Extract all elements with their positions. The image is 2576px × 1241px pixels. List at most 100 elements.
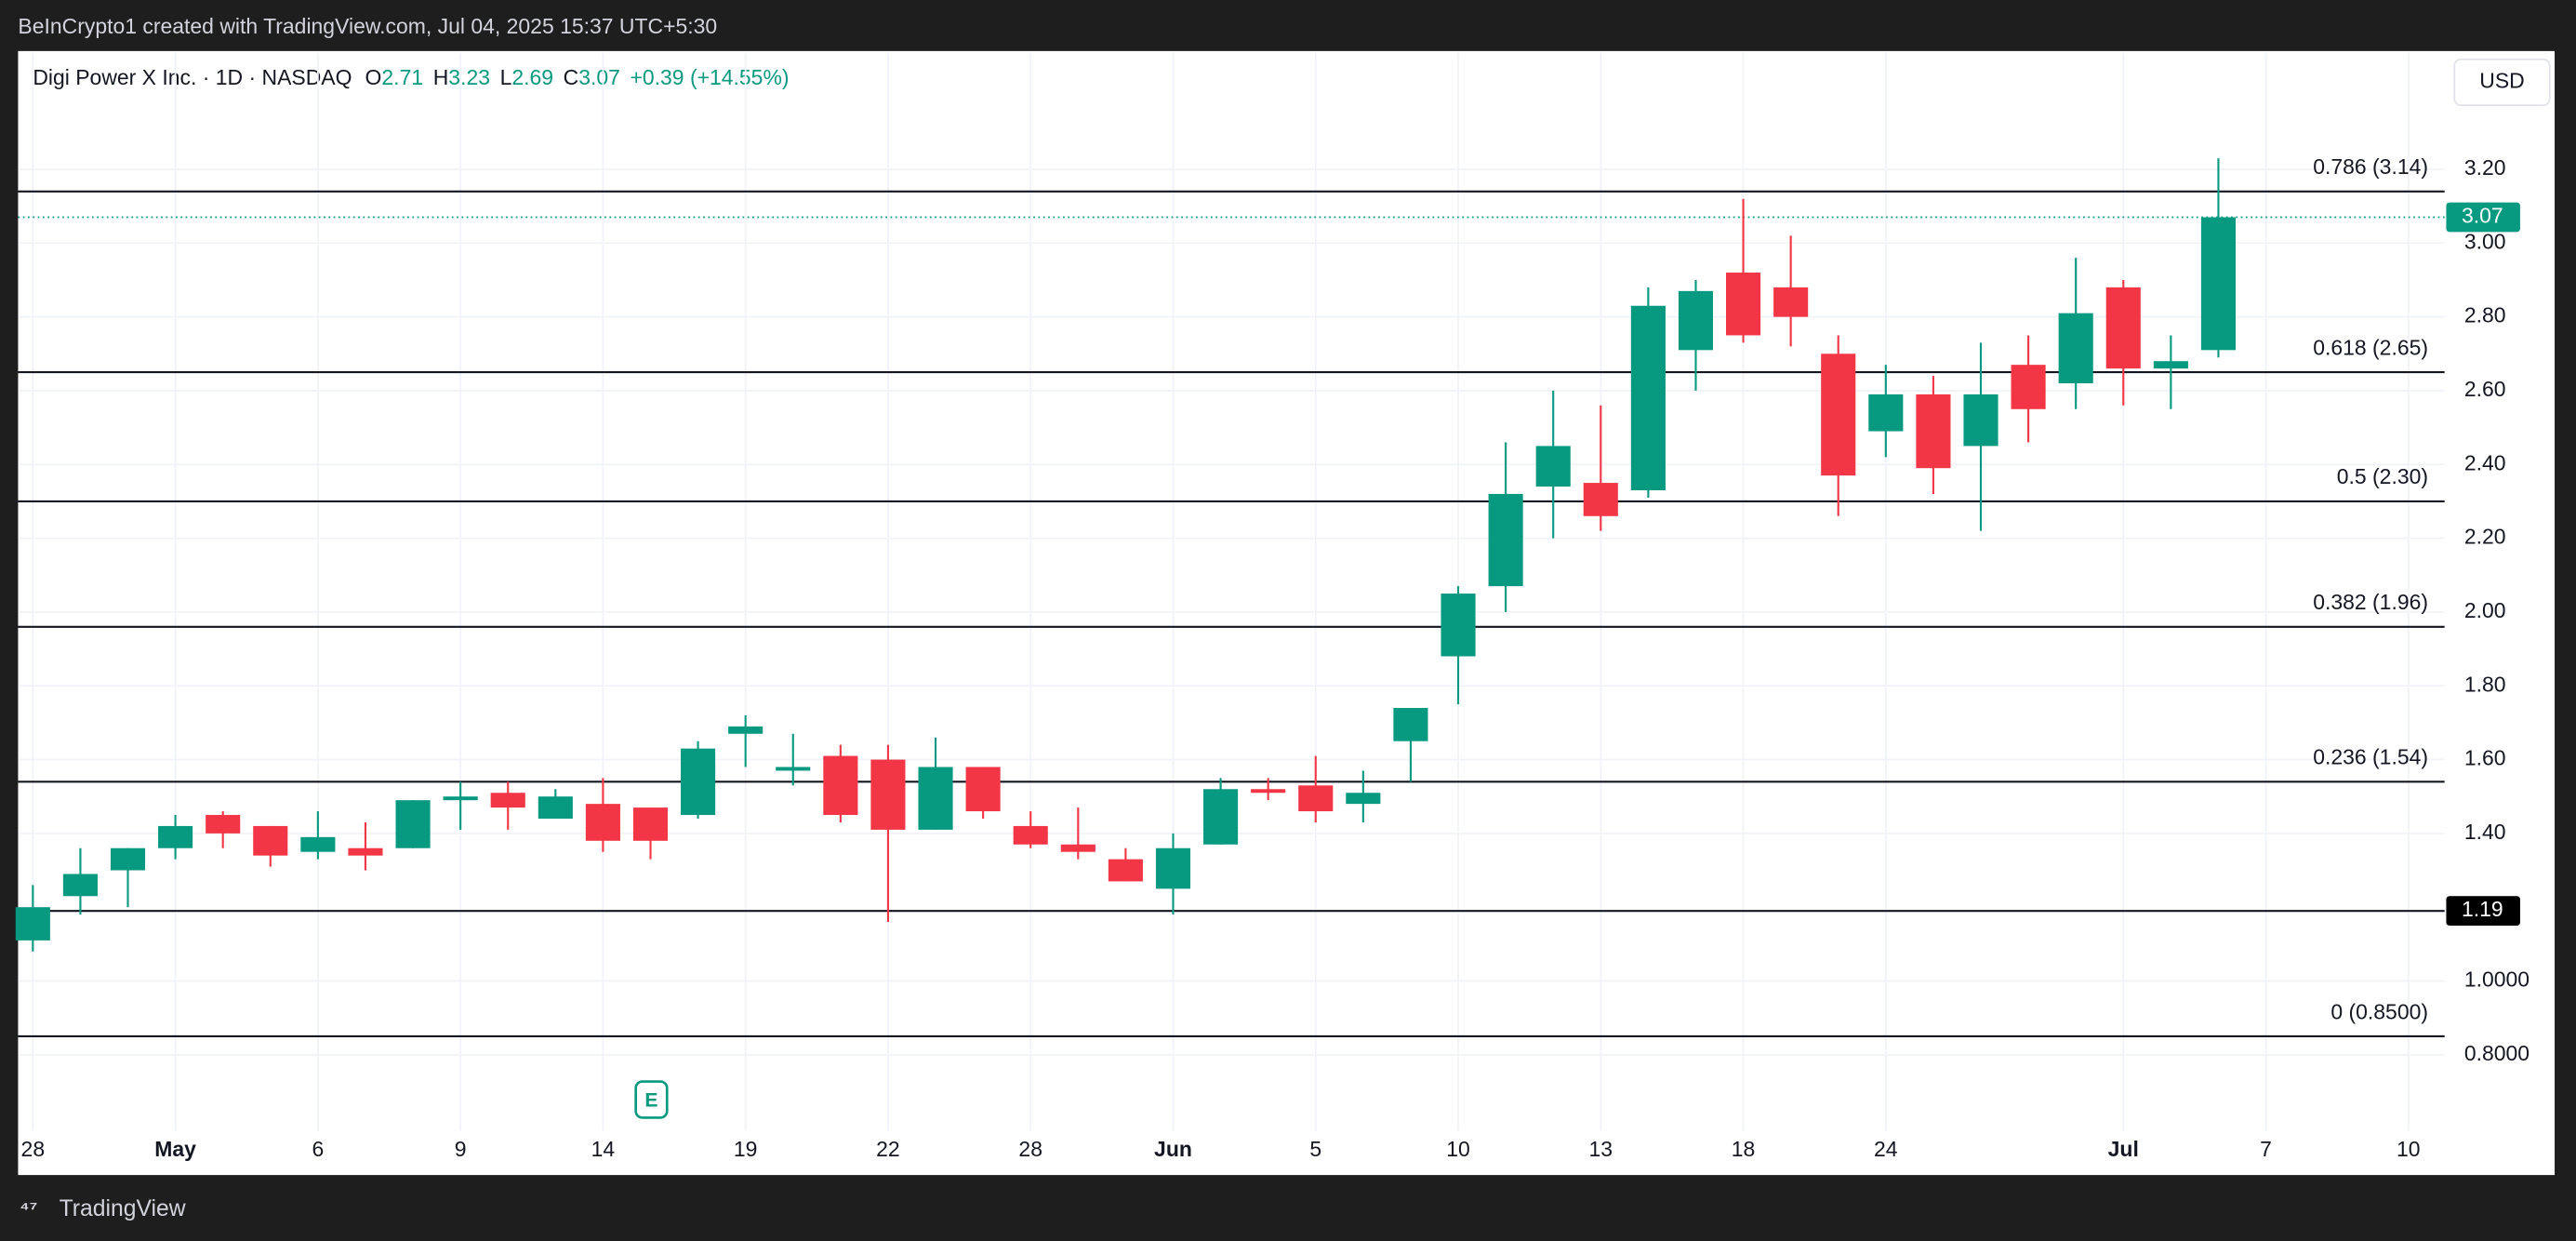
attribution: BeInCrypto1 created with TradingView.com… xyxy=(18,14,717,38)
y-tick-label: 1.80 xyxy=(2464,672,2506,696)
x-tick-label: 7 xyxy=(2260,1137,2272,1161)
candle-body xyxy=(918,767,953,830)
candle-body xyxy=(1868,394,1904,432)
candle-body xyxy=(253,825,288,856)
x-tick-label: 13 xyxy=(1589,1137,1613,1161)
legend-label: O xyxy=(365,65,382,89)
y-tick-label: 1.0000 xyxy=(2464,967,2530,992)
x-tick-label: 19 xyxy=(734,1137,758,1161)
earnings-marker[interactable] xyxy=(634,1080,669,1119)
candle-body xyxy=(776,767,811,771)
x-tick-label: Jul xyxy=(2108,1137,2139,1161)
candle-body xyxy=(1155,847,1191,889)
legend-label: H xyxy=(433,65,449,89)
candle-body xyxy=(1963,394,1998,447)
candle-body xyxy=(2105,287,2141,369)
chart-title: Digi Power X Inc. · 1D · NASDAQ xyxy=(33,65,352,89)
candle-body xyxy=(300,836,336,852)
legend-change: +0.39 (+14.55%) xyxy=(631,65,790,89)
legend-label: C xyxy=(564,65,579,89)
y-tick-label: 2.80 xyxy=(2464,303,2506,327)
y-tick-label: 0.8000 xyxy=(2464,1041,2530,1065)
earnings-label: E xyxy=(644,1089,657,1111)
candle-body xyxy=(2153,361,2188,369)
candle-body xyxy=(585,804,620,841)
candle-body xyxy=(1251,789,1286,794)
x-tick-label: 6 xyxy=(312,1137,324,1161)
currency-label: USD xyxy=(2479,69,2524,93)
x-tick-label: 10 xyxy=(1446,1137,1470,1161)
x-tick-label: May xyxy=(154,1137,196,1161)
x-tick-label: 22 xyxy=(876,1137,900,1161)
candle-body xyxy=(1108,859,1143,882)
support-label: 1.19 xyxy=(2462,897,2503,921)
candle-body xyxy=(1916,394,1951,469)
y-tick-label: 2.60 xyxy=(2464,377,2506,401)
candle-body xyxy=(2011,365,2046,409)
candle-body xyxy=(1060,844,1095,852)
x-tick-label: 5 xyxy=(1309,1137,1321,1161)
candle-body xyxy=(1678,290,1714,351)
x-tick-label: 28 xyxy=(1018,1137,1042,1161)
candle-body xyxy=(632,807,669,841)
candle-body xyxy=(110,847,146,871)
candle-body xyxy=(348,847,383,856)
candle-body xyxy=(1488,493,1523,587)
support-tag xyxy=(2446,896,2520,927)
y-tick-label: 2.00 xyxy=(2464,598,2506,622)
candle-body xyxy=(1773,287,1809,317)
candle-body xyxy=(395,800,431,848)
candle-body xyxy=(443,796,478,801)
y-tick-label: 2.20 xyxy=(2464,525,2506,549)
candle-body xyxy=(490,793,525,808)
last-price-label: 3.07 xyxy=(2462,204,2503,228)
chart-pane xyxy=(18,50,2556,1176)
candle-body xyxy=(158,825,193,848)
candle-body xyxy=(823,755,858,816)
x-tick-label: Jun xyxy=(1154,1137,1192,1161)
footer-brand: TradingView xyxy=(60,1196,186,1221)
candle-body xyxy=(1821,354,1856,476)
x-tick-label: 24 xyxy=(1874,1137,1898,1161)
candle-body xyxy=(1393,708,1428,741)
candle-body xyxy=(1535,446,1571,487)
candle-body xyxy=(728,726,764,734)
y-tick-label: 2.40 xyxy=(2464,450,2506,474)
currency-button[interactable] xyxy=(2453,58,2551,107)
fib-label: 0.786 (3.14) xyxy=(2313,154,2428,179)
candle-body xyxy=(965,767,1001,812)
fib-label: 0.5 (2.30) xyxy=(2337,464,2428,488)
y-tick-label: 3.00 xyxy=(2464,229,2506,253)
legend: Digi Power X Inc. · 1D · NASDAQ O2.71 H3.2… xyxy=(33,65,789,89)
fib-label: 0.382 (1.96) xyxy=(2313,590,2428,614)
x-tick-label: 9 xyxy=(455,1137,467,1161)
candle-body xyxy=(681,748,716,816)
x-tick-label: 18 xyxy=(1732,1137,1756,1161)
candle-body xyxy=(870,759,906,830)
x-tick-label: 28 xyxy=(21,1137,46,1161)
y-tick-label: 1.60 xyxy=(2464,746,2506,770)
candle-body xyxy=(1441,594,1476,657)
candle-body xyxy=(1298,785,1334,812)
candle-body xyxy=(1203,789,1239,845)
y-tick-label: 3.20 xyxy=(2464,155,2506,180)
candle-body xyxy=(15,907,50,941)
legend-value: 3.23 xyxy=(448,65,490,89)
candle-body xyxy=(2058,313,2093,384)
fib-label: 0.236 (1.54) xyxy=(2313,745,2428,769)
legend-label: L xyxy=(500,65,512,89)
x-tick-label: 14 xyxy=(591,1137,616,1161)
candle-body xyxy=(538,796,573,819)
footer-bar xyxy=(0,1175,2576,1241)
y-tick-label: 1.40 xyxy=(2464,820,2506,844)
x-tick-label: 10 xyxy=(2397,1137,2421,1161)
candle-body xyxy=(1726,273,1761,336)
candle-body xyxy=(1346,793,1381,805)
fib-label: 0.618 (2.65) xyxy=(2313,335,2428,359)
candle-body xyxy=(1630,305,1666,491)
candle-body xyxy=(1013,825,1048,845)
footer-logo: ⁴⁷ xyxy=(20,1198,37,1220)
